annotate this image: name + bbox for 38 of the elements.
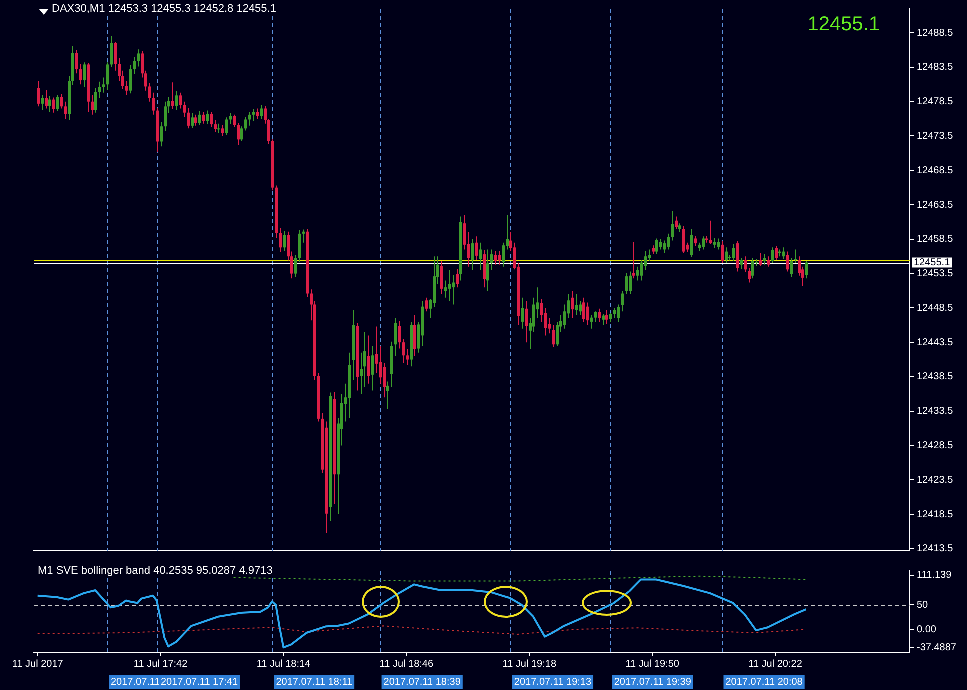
y-tick-label: 12473.5 [917,130,954,142]
y-tick-label: 50 [917,600,929,611]
annotation: 12455.1 [808,14,880,36]
y-tick-label: 12448.5 [917,302,954,314]
y-tick-label: 0.00 [917,624,937,636]
chart-title: M1 SVE bollinger band 40.2535 95.0287 4.9713 [36,565,275,577]
x-tick-label: 11 Jul 19:50 [626,658,680,670]
y-tick-label: 12488.5 [917,28,954,39]
y-tick-label: 12463.5 [917,200,954,211]
y-tick-label: 12438.5 [917,372,954,383]
y-tick-label: 12413.5 [917,544,954,555]
x-tick-label: 11 Jul 18:46 [380,658,434,670]
x-tick-label: 11 Jul 19:18 [502,658,557,670]
x-tick-label: 11 Jul 20:22 [748,658,803,670]
y-tick-label: 12443.5 [917,337,954,348]
ref-line-label: 2017.07.11 [111,676,161,688]
y-tick-label: 12428.5 [917,440,954,452]
chart-title: DAX30,M1 12453.3 12455.3 12452.8 12455.1 [50,3,278,15]
y-tick-label: -37.4887 [917,642,957,654]
ref-line-label: 2017.07.11 19:39 [614,676,692,688]
y-tick-label: 12433.5 [917,406,954,418]
y-tick-label: 12453.5 [917,268,954,280]
x-tick-label: 11 Jul 18:14 [256,658,312,670]
y-tick-label: 12483.5 [917,62,954,74]
ref-line-label: 2017.07.11 19:13 [514,676,592,688]
y-tick-label: 12423.5 [917,474,954,486]
y-tick-label: 12418.5 [917,509,954,520]
ref-line-label: 2017.07.11 18:39 [384,676,462,688]
ref-line-label: 12455.1 [914,258,951,269]
ref-line-label: 2017.07.11 17:41 [160,676,238,688]
x-tick-label: 11 Jul 2017 [12,658,64,670]
y-tick-label: 12478.5 [917,96,954,108]
ref-line-label: 2017.07.11 20:08 [726,676,804,688]
y-tick-label: 12468.5 [917,165,954,176]
ref-line-label: 2017.07.11 18:11 [276,676,354,688]
y-tick-label: 12458.5 [917,234,954,246]
y-tick-label: 111.139 [917,570,952,582]
x-tick-label: 11 Jul 17:42 [134,658,188,670]
